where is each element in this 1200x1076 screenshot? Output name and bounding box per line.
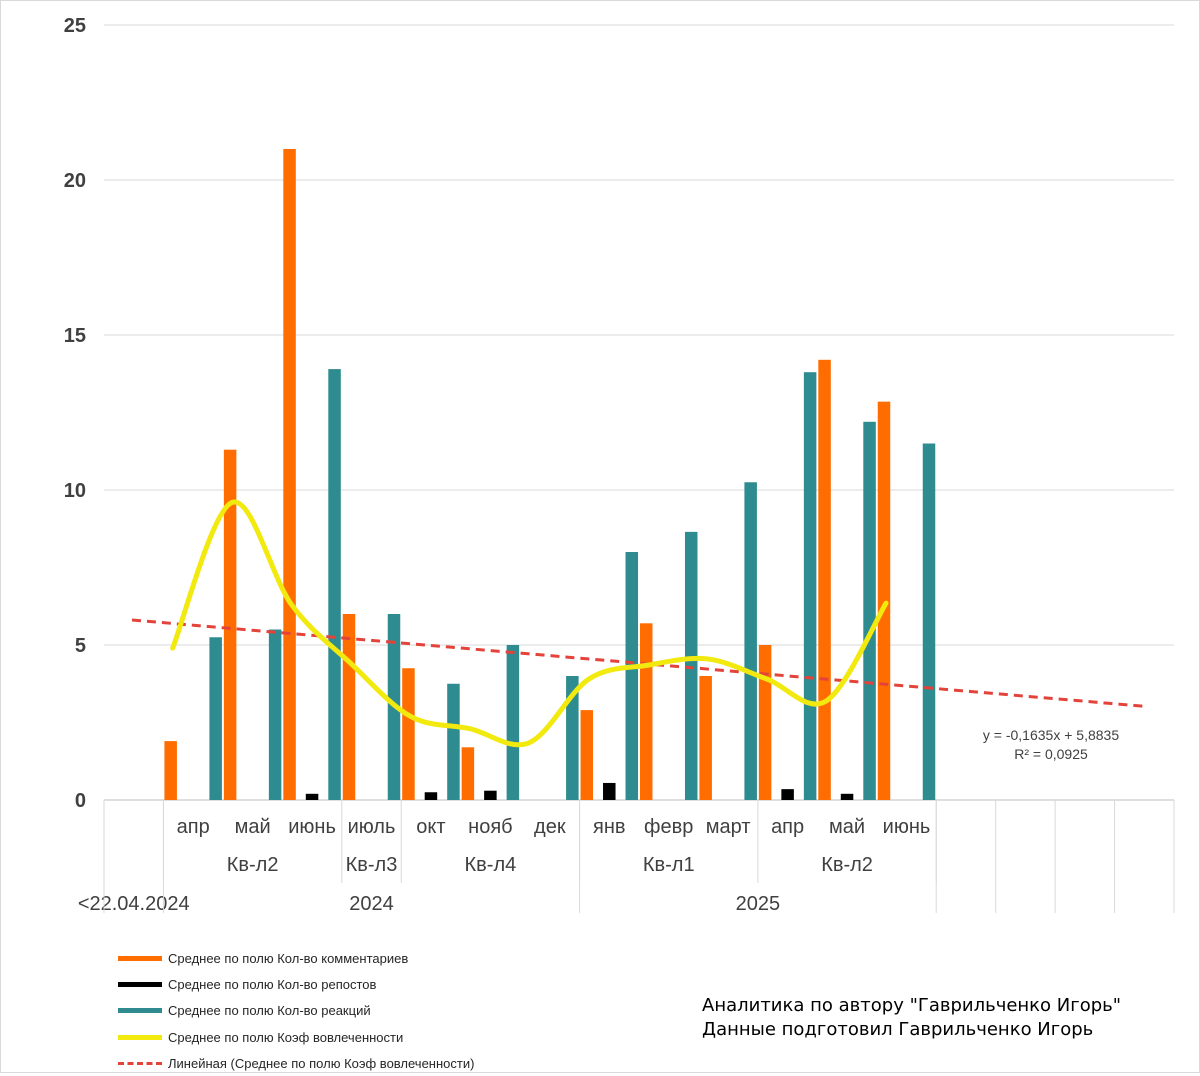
x-month-label: июль [348,816,396,838]
bar-comments [461,747,475,800]
bar-comments [223,449,237,800]
x-axis-categories: апр май июнь июль окт нояб дек янв февр март апр ма… [78,800,1175,915]
bar-reactions [447,683,460,800]
legend-item-engagement: Среднее по полю Коэф вовлеченности [118,1024,474,1050]
x-month-label: июнь [288,816,336,838]
bar-reposts [424,792,438,800]
bar-reposts [603,782,616,800]
x-month-label: июнь [883,816,931,838]
engagement-line-group [170,499,889,748]
legend-item-trendline: Линейная (Среднее по полю Коэф вовлеченн… [118,1050,474,1076]
bars [164,149,936,800]
bar-comments [699,676,712,800]
gridlines [104,24,1174,801]
bar-comments [164,741,177,800]
bar-reactions [566,676,579,800]
x-month-label: янв [593,816,626,838]
legend-swatch-reposts [118,981,162,987]
bar-comments [580,710,594,800]
legend-label-comments: Среднее по полю Кол-во комментариев [168,950,409,966]
x-quarter-label: Кв-л4 [465,854,517,876]
y-tick-label: 20 [64,170,86,192]
trendline [131,618,1144,708]
bar-reposts [305,793,319,800]
y-tick-label: 5 [75,635,86,657]
x-quarter-label: Кв-л3 [346,854,398,876]
bar-reactions [209,637,222,800]
trendline-equation-box: y = -0,1635x + 5,8835 R² = 0,0925 [983,727,1119,762]
bar-comments [758,645,772,800]
bar-reposts [781,789,794,800]
legend-swatch-reactions [118,1008,162,1014]
bar-reactions [328,369,341,800]
credit-line-1: Аналитика по автору "Гаврильченко Игорь" [702,995,1122,1016]
legend-swatch-trendline [118,1061,162,1065]
legend-swatch-comments [118,955,162,961]
x-month-label: февр [644,816,693,838]
x-month-label: окт [416,816,445,838]
bar-reactions [922,443,936,800]
bar-reactions [684,531,698,800]
legend-label-engagement: Среднее по полю Коэф вовлеченности [168,1029,404,1045]
bar-reactions [625,552,639,800]
legend-label-reactions: Среднее по полю Кол-во реакций [168,1003,371,1019]
x-month-label: дек [534,816,566,838]
x-quarter-label: Кв-л1 [643,854,695,876]
trendline-r2: R² = 0,0925 [1014,746,1088,762]
x-quarter-label: Кв-л2 [227,854,279,876]
bar-reactions [506,645,520,800]
y-tick-label: 25 [64,15,86,37]
y-tick-label: 0 [75,790,86,812]
bar-reposts [484,790,497,800]
x-month-label: май [235,816,271,838]
trendline-equation: y = -0,1635x + 5,8835 [983,727,1119,743]
bar-comments [639,623,653,800]
legend: Среднее по полю Кол-во комментариев Сред… [118,945,474,1076]
x-month-label: март [706,816,751,838]
bar-reactions [863,421,876,800]
x-month-label: апр [177,816,210,838]
bar-reactions [744,482,757,800]
legend-label-reposts: Среднее по полю Кол-во репостов [168,976,377,992]
x-month-label: нояб [468,816,512,838]
bar-reposts [840,793,854,800]
credit-line-2: Данные подготовил Гаврильченко Игорь [702,1019,1094,1040]
bar-comments [402,668,415,800]
x-year-label: 2025 [736,893,781,915]
y-tick-label: 10 [64,480,86,502]
bar-reactions [268,629,282,800]
legend-swatch-engagement [118,1034,162,1040]
x-quarter-label: Кв-л2 [821,854,873,876]
bar-comments [283,149,296,800]
bar-comments [877,401,891,800]
legend-item-comments: Среднее по полю Кол-во комментариев [118,945,474,971]
bar-reactions [803,372,817,800]
x-month-label: апр [771,816,804,838]
bar-comments [818,359,831,800]
x-month-label: май [829,816,865,838]
legend-item-reactions: Среднее по полю Кол-во реакций [118,998,474,1024]
y-tick-label: 15 [64,325,86,347]
y-axis-ticks: 0 5 10 15 20 25 [64,15,86,812]
engagement-line [170,499,889,748]
trendline-group [131,618,1144,708]
x-year-label: <22.04.2024 [78,893,190,915]
bar-comments [342,614,356,800]
legend-item-reposts: Среднее по полю Кол-во репостов [118,971,474,997]
credit-block: Аналитика по автору "Гаврильченко Игорь"… [702,994,1121,1042]
x-year-label: 2024 [349,893,394,915]
legend-label-trendline: Линейная (Среднее по полю Коэф вовлеченн… [168,1055,475,1071]
